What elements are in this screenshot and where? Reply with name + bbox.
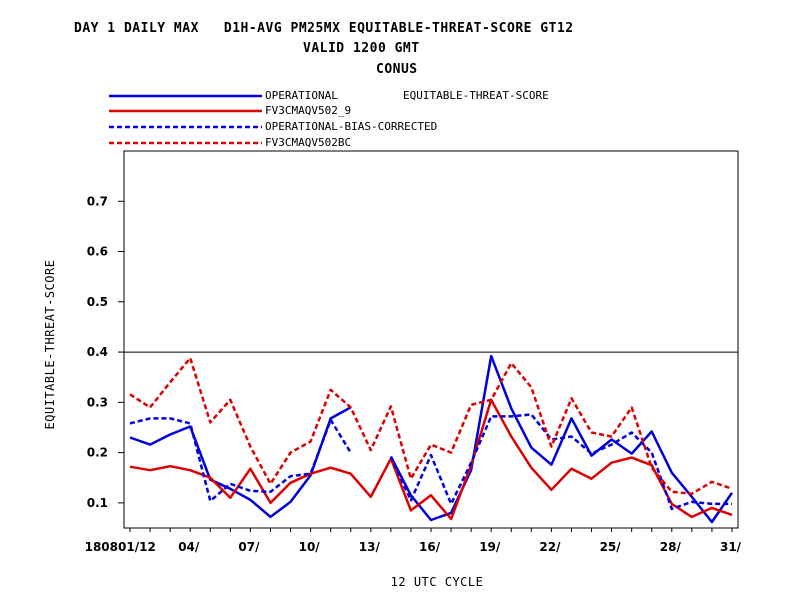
x-tick-label: 31/: [720, 540, 742, 554]
chart-title: DAY 1 DAILY MAX D1H-AVG PM25MX EQUITABLE…: [74, 21, 574, 36]
y-tick-label: 0.4: [87, 345, 108, 359]
legend-label-fv3cmaqv502bc: FV3CMAQV502BC: [265, 136, 352, 149]
x-tick-label: 19/: [479, 540, 501, 554]
x-tick-label: 13/: [359, 540, 381, 554]
chart-subtitle: VALID 1200 GMT: [303, 41, 420, 56]
legend-label-operational: OPERATIONAL: [265, 89, 338, 102]
y-tick-label: 0.2: [87, 446, 108, 460]
x-tick-label: 10/: [299, 540, 321, 554]
legend-header: EQUITABLE-THREAT-SCORE: [403, 89, 549, 102]
y-tick-label: 0.6: [87, 245, 108, 259]
series-operational-bias-corrected: [129, 413, 732, 511]
x-tick-label: 01/12: [118, 540, 156, 554]
legend-label-operational-bias-corrected: OPERATIONAL-BIAS-CORRECTED: [265, 120, 438, 133]
y-tick-label: 0.3: [87, 395, 108, 409]
legend-label-fv3cmaqv502-9: FV3CMAQV502_9: [265, 104, 352, 117]
y-tick-label: 0.7: [87, 194, 108, 208]
series-line: [129, 398, 733, 521]
series-line: [129, 417, 352, 503]
y-tick-label: 0.5: [87, 295, 108, 309]
series-fv3cmaqv502-9: [129, 398, 733, 521]
x-tick-label: 22/: [539, 540, 561, 554]
x-tick-label: 28/: [660, 540, 682, 554]
series-line: [129, 406, 352, 519]
y-tick-label: 0.1: [87, 496, 108, 510]
plot-frame: [123, 150, 739, 529]
series-line: [129, 356, 733, 496]
x-tick-label: 25/: [600, 540, 622, 554]
chart-region: CONUS: [376, 62, 418, 77]
series-line: [389, 413, 732, 511]
x-tick-label: 16/: [419, 540, 441, 554]
x-prefix-label: 1808: [85, 540, 118, 554]
y-axis-label: EQUITABLE-THREAT-SCORE: [43, 260, 57, 430]
series-fv3cmaqv502bc: [129, 356, 733, 496]
x-axis-label: 12 UTC CYCLE: [391, 575, 484, 589]
x-tick-label: 04/: [178, 540, 200, 554]
x-tick-label: 07/: [238, 540, 260, 554]
